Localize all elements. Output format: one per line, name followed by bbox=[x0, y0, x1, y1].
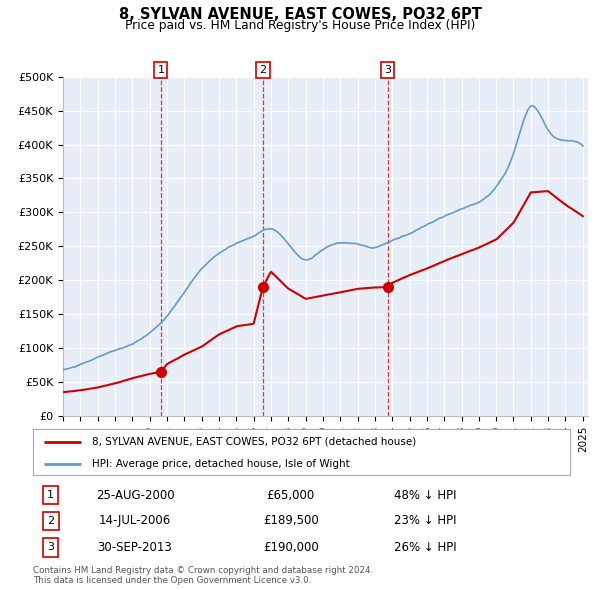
Text: Contains HM Land Registry data © Crown copyright and database right 2024.
This d: Contains HM Land Registry data © Crown c… bbox=[33, 566, 373, 585]
Text: £189,500: £189,500 bbox=[263, 514, 319, 527]
Text: 25-AUG-2000: 25-AUG-2000 bbox=[96, 489, 175, 502]
Text: £190,000: £190,000 bbox=[263, 541, 319, 554]
Text: 8, SYLVAN AVENUE, EAST COWES, PO32 6PT: 8, SYLVAN AVENUE, EAST COWES, PO32 6PT bbox=[119, 7, 481, 22]
Text: 23% ↓ HPI: 23% ↓ HPI bbox=[394, 514, 456, 527]
Text: 1: 1 bbox=[157, 65, 164, 75]
Text: 30-SEP-2013: 30-SEP-2013 bbox=[98, 541, 172, 554]
Text: 3: 3 bbox=[385, 65, 391, 75]
Text: 1: 1 bbox=[47, 490, 54, 500]
Text: 8, SYLVAN AVENUE, EAST COWES, PO32 6PT (detached house): 8, SYLVAN AVENUE, EAST COWES, PO32 6PT (… bbox=[92, 437, 416, 447]
Text: 14-JUL-2006: 14-JUL-2006 bbox=[99, 514, 171, 527]
Text: 2: 2 bbox=[259, 65, 266, 75]
Text: 3: 3 bbox=[47, 542, 54, 552]
Text: £65,000: £65,000 bbox=[266, 489, 315, 502]
Text: 26% ↓ HPI: 26% ↓ HPI bbox=[394, 541, 457, 554]
Text: 48% ↓ HPI: 48% ↓ HPI bbox=[394, 489, 456, 502]
Text: 2: 2 bbox=[47, 516, 54, 526]
Text: HPI: Average price, detached house, Isle of Wight: HPI: Average price, detached house, Isle… bbox=[92, 459, 350, 469]
Text: Price paid vs. HM Land Registry's House Price Index (HPI): Price paid vs. HM Land Registry's House … bbox=[125, 19, 475, 32]
